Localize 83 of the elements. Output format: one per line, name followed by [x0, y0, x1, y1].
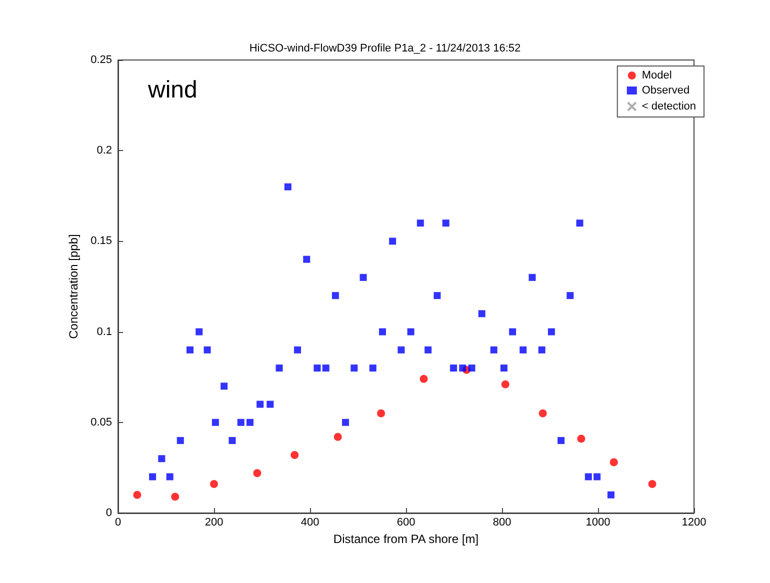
point: [610, 458, 618, 466]
point: [176, 437, 184, 444]
point: [246, 418, 254, 426]
point: [204, 346, 211, 354]
point: [186, 346, 194, 354]
point: [377, 409, 386, 418]
point: [398, 346, 405, 354]
point: [490, 346, 498, 354]
point: [576, 220, 584, 227]
point: [228, 437, 236, 444]
point: [450, 364, 458, 372]
point: [276, 364, 283, 372]
point: [548, 328, 555, 336]
point: [509, 328, 516, 336]
point: [332, 292, 339, 300]
point: [424, 346, 432, 354]
y-tick-label: 0.15: [90, 235, 112, 248]
point: [212, 418, 219, 426]
x-tick-label: 400: [300, 516, 320, 528]
point: [520, 346, 527, 354]
y-tick-label: 0: [106, 507, 112, 519]
point: [303, 256, 310, 263]
y-tick-label: 0.2: [96, 144, 112, 157]
legend-label: < detection: [642, 100, 696, 112]
legend-label: Model: [642, 70, 672, 82]
point: [334, 432, 342, 441]
point: [369, 364, 376, 372]
point: [158, 455, 166, 462]
point: [478, 310, 486, 318]
chart-title: HiCSO-wind-FlowD39 Profile P1a_2 - 11/24/2013 16:52: [249, 42, 521, 54]
point: [237, 418, 244, 426]
point: [416, 220, 424, 227]
point: [253, 469, 262, 478]
point: [584, 473, 592, 480]
point: [500, 364, 508, 372]
point: [577, 434, 586, 443]
point: [133, 490, 142, 499]
point: [434, 292, 441, 300]
point: [501, 380, 510, 388]
point: [266, 400, 274, 408]
point: [420, 374, 428, 383]
point: [171, 492, 180, 501]
point: [538, 346, 546, 354]
point: [314, 364, 321, 372]
point: [389, 238, 396, 245]
point: [322, 364, 330, 372]
point: [607, 491, 614, 498]
point: [290, 451, 299, 460]
point: [350, 364, 358, 372]
point: [360, 274, 367, 281]
point: [459, 364, 466, 372]
y-axis-title: Concentration [ppb]: [66, 234, 81, 339]
legend-label: Observed: [642, 84, 690, 96]
x-tick-label: 600: [396, 516, 416, 528]
point: [166, 473, 174, 480]
point: [378, 328, 386, 336]
point: [294, 346, 302, 354]
point: [528, 274, 536, 281]
point: [538, 409, 547, 418]
point: [648, 480, 656, 488]
x-tick-label: 800: [492, 516, 512, 528]
x-tick-label: 0: [114, 516, 122, 528]
point: [210, 480, 218, 488]
point: [149, 473, 156, 480]
point: [442, 220, 450, 227]
point: [284, 183, 292, 190]
x-tick-label: 1200: [682, 516, 706, 528]
point: [196, 328, 203, 336]
y-tick-label: 0.1: [96, 326, 112, 338]
annotation: wind: [147, 76, 198, 104]
point: [468, 364, 476, 372]
y-tick-label: 0.05: [90, 416, 112, 428]
point: [594, 473, 601, 480]
x-tick-label: 1000: [586, 516, 610, 528]
point: [342, 418, 350, 426]
x-tick-label: 200: [204, 516, 224, 528]
point: [407, 328, 414, 336]
point: [566, 292, 574, 300]
point: [558, 437, 565, 444]
point: [220, 382, 228, 390]
y-tick-label: 0.25: [90, 54, 112, 66]
point: [256, 400, 264, 408]
x-axis-title: Distance from PA shore [m]: [333, 532, 479, 546]
